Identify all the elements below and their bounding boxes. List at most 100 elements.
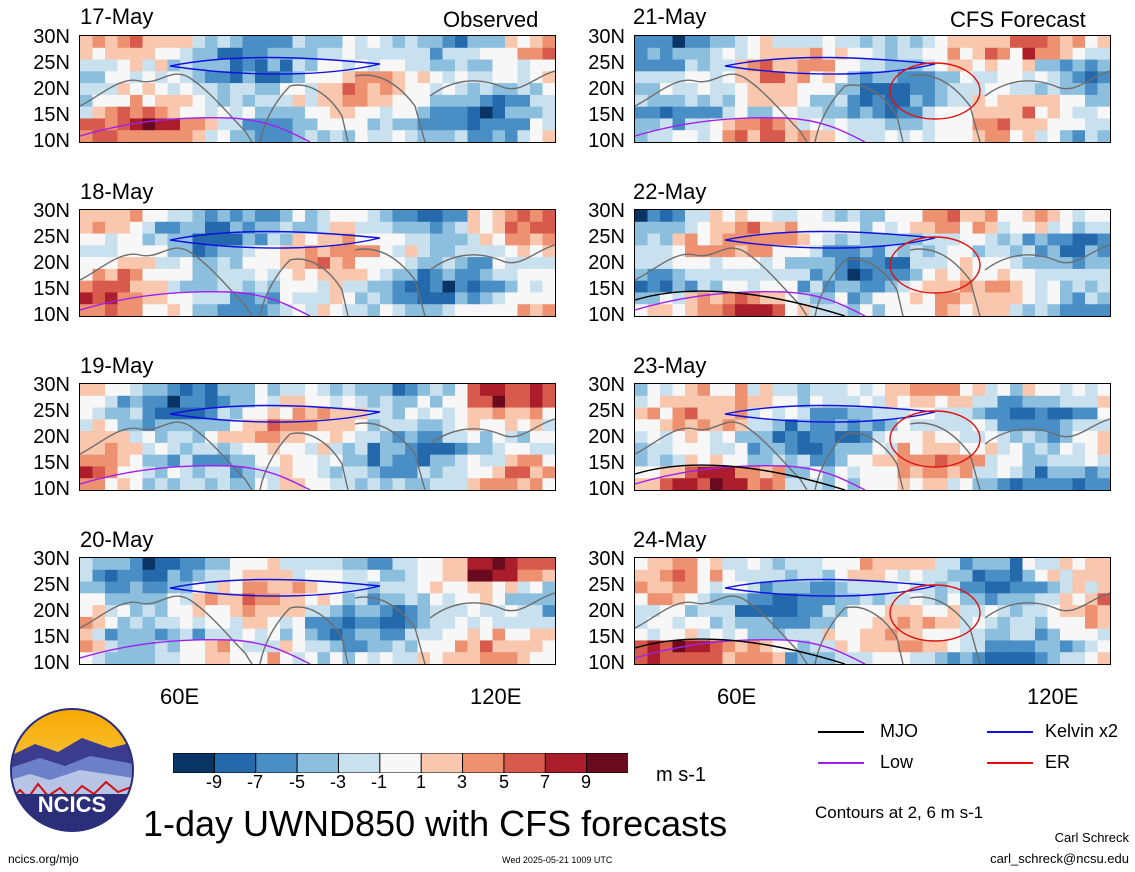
wind-cell [205,118,219,131]
wind-cell [330,210,344,223]
wind-cell [192,558,206,571]
wind-cell [480,106,494,120]
wind-cell [872,466,886,479]
wind-cell [697,210,711,223]
wind-cell [935,292,949,305]
wind-cell [947,130,961,142]
wind-cell [885,640,899,653]
wind-cell [697,442,711,456]
wind-cell [1022,431,1036,444]
wind-cell [897,36,911,49]
wind-cell [1010,47,1024,61]
wind-cell [1072,71,1086,84]
legend-line-kelvin [987,731,1033,733]
wind-cell [180,384,194,397]
wind-cell [505,94,519,108]
wind-cell [542,442,555,456]
wind-cell [155,233,169,246]
wind-cell [455,605,469,618]
wind-cell [405,59,419,72]
wind-cell [80,431,94,444]
wind-cell [860,558,874,571]
wind-cell [960,395,974,409]
wind-cell [192,384,206,397]
wind-cell [960,605,974,618]
wind-cell [947,478,961,490]
wind-cell [972,407,986,420]
wind-cell [710,478,724,490]
wind-cell [760,130,774,142]
wind-cell [647,419,661,432]
wind-cell [847,466,861,479]
wind-cell [960,36,974,49]
wind-cell [267,569,281,583]
wind-cell [872,640,886,653]
wind-cell [635,106,649,120]
wind-cell [735,268,749,282]
site-link[interactable]: ncics.org/mjo [8,852,79,866]
wind-cell [722,652,736,664]
wind-cell [367,210,381,223]
wind-cell [530,454,544,468]
wind-cell [922,605,936,618]
wind-cell [1060,558,1074,571]
lat-label-25n: 25N [588,226,625,248]
wind-cell [130,478,144,490]
wind-cell [810,616,824,630]
wind-cell [1047,605,1061,618]
wind-cell [722,245,736,258]
wind-cell [935,569,949,583]
wind-cell [330,268,344,282]
wind-cell [860,454,874,468]
wind-cell [1072,83,1086,96]
wind-cell [885,210,899,223]
wind-cell [785,454,799,468]
wind-cell [1022,47,1036,61]
wind-cell [1097,94,1110,108]
wind-cell [355,257,369,270]
wind-cell [155,558,169,571]
lat-label-10n: 10N [33,652,70,674]
wind-cell [130,407,144,420]
wind-cell [972,83,986,96]
wind-cell [317,395,331,409]
wind-cell [380,628,394,642]
wind-cell [1097,268,1110,282]
wind-cell [847,47,861,61]
wind-cell [505,652,519,664]
wind-cell [530,304,544,316]
wind-cell [747,130,761,142]
wind-cell [847,628,861,642]
wind-cell [872,106,886,120]
wind-cell [1097,442,1110,456]
wind-cell [910,257,924,270]
wind-cell [1085,569,1099,583]
wind-cell [922,304,936,316]
wind-cell [885,558,899,571]
wind-cell [392,233,406,246]
wind-cell [1010,210,1024,223]
wind-cell [1010,558,1024,571]
wind-cell [935,478,949,490]
wind-cell [1085,395,1099,409]
wind-cell [935,628,949,642]
wind-cell [710,233,724,246]
wind-cell [517,71,531,84]
wind-cell [822,257,836,270]
wind-cell [355,304,369,316]
wind-cell [1010,384,1024,397]
wind-cell [180,94,194,108]
author-email[interactable]: carl_schreck@ncsu.edu [990,851,1129,866]
wind-cell [735,407,749,420]
wind-cell [1035,210,1049,223]
wind-cell [735,419,749,432]
wind-cell [860,581,874,594]
wind-cell [935,454,949,468]
wind-cell [217,130,231,142]
wind-cell [835,640,849,653]
wind-cell [1097,384,1110,397]
wind-cell [317,442,331,456]
wind-cell [80,593,94,606]
wind-cell [872,558,886,571]
wind-cell [935,83,949,96]
